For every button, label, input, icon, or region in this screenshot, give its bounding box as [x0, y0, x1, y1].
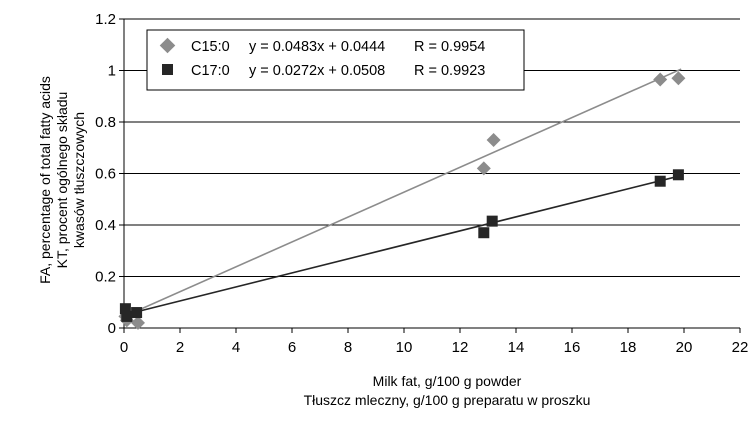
- legend-r-c17: R = 0.9923: [414, 63, 485, 79]
- x-tick-label: 20: [676, 339, 693, 356]
- x-tick-label: 22: [732, 339, 749, 356]
- x-tick-label: 12: [452, 339, 469, 356]
- data-point-c170: [672, 169, 684, 181]
- data-point-c150: [671, 71, 686, 86]
- y-tick-label: 0.6: [95, 166, 116, 183]
- y-axis-label-en: FA, percentage of total fatty acids: [37, 76, 53, 284]
- x-tick-label: 14: [508, 339, 525, 356]
- axis-labels: Milk fat, g/100 g powder Tłuszcz mleczny…: [37, 76, 590, 408]
- y-tick-label: 0.4: [95, 217, 116, 234]
- x-axis-label-pl: Tłuszcz mleczny, g/100 g preparatu w pro…: [304, 392, 591, 408]
- x-tick-label: 4: [232, 339, 240, 356]
- axes: 0 0.2 0.4 0.6 0.8 1 1.2 0 2 4 6 8 10 12 14 16 18 20 22: [95, 11, 748, 356]
- legend-equation-c15: y = 0.0483x + 0.0444: [249, 39, 385, 55]
- trendline-c150: [123, 68, 682, 318]
- y-tick-label: 1: [108, 63, 116, 80]
- x-axis-label-en: Milk fat, g/100 g powder: [373, 373, 522, 389]
- data-point-c170: [486, 215, 498, 227]
- data-point-c170: [119, 303, 131, 315]
- legend-box: [146, 29, 525, 91]
- data-point-c150: [476, 161, 491, 176]
- data-point-c170: [478, 227, 490, 239]
- data-point-c170: [131, 307, 143, 319]
- x-tick-label: 10: [396, 339, 413, 356]
- y-tick-label: 0: [108, 320, 116, 337]
- data-point-c150: [486, 133, 501, 148]
- data-points: [118, 71, 686, 330]
- legend: C15:0 y = 0.0483x + 0.0444 R = 0.9954 C1…: [146, 29, 525, 91]
- y-axis-label-pl-2: kwasów tłuszczowych: [71, 112, 87, 248]
- trendlines: [123, 68, 682, 318]
- x-tick-label: 0: [120, 339, 128, 356]
- data-point-c150: [131, 315, 145, 330]
- legend-r-c15: R = 0.9954: [414, 39, 485, 55]
- data-point-c170: [654, 175, 666, 187]
- legend-label-c15: C15:0: [191, 39, 230, 55]
- legend-marker-c17: [162, 64, 173, 75]
- trendline-c170: [123, 174, 682, 316]
- x-tick-label: 16: [564, 339, 581, 356]
- x-tick-label: 2: [176, 339, 184, 356]
- x-tick-label: 18: [620, 339, 637, 356]
- y-axis-label-pl-1: KT, procent ogólnego składu: [54, 92, 70, 269]
- x-tick-label: 8: [344, 339, 352, 356]
- x-tick-label: 6: [288, 339, 296, 356]
- y-tick-label: 0.2: [95, 269, 116, 286]
- y-tick-label: 1.2: [95, 11, 116, 28]
- data-point-c150: [653, 72, 668, 87]
- legend-marker-c15: [159, 37, 176, 54]
- legend-equation-c17: y = 0.0272x + 0.0508: [249, 63, 385, 79]
- legend-label-c17: C17:0: [191, 63, 230, 79]
- data-point-c170: [121, 310, 133, 322]
- y-tick-label: 0.8: [95, 114, 116, 131]
